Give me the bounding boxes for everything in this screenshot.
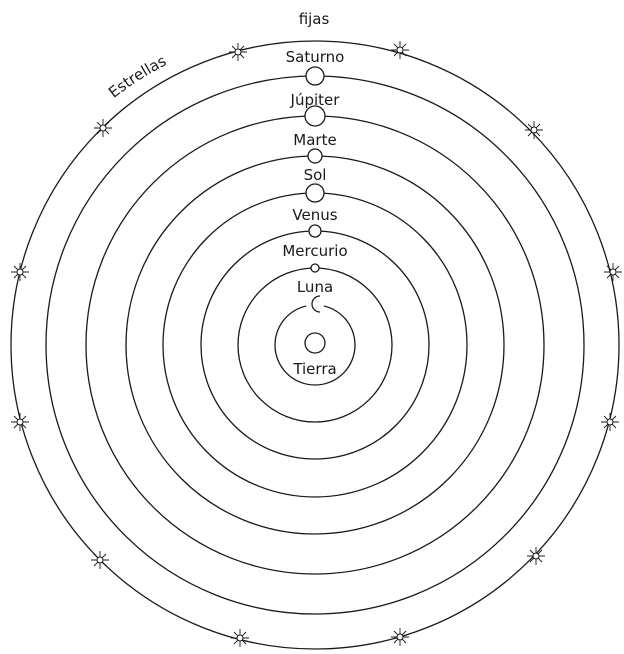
star-icon: [391, 41, 409, 59]
star-icon: [391, 628, 409, 646]
star-icon: [604, 263, 622, 281]
moon-crescent-icon: [306, 295, 324, 313]
body-label-marte: Marte: [293, 131, 336, 149]
planet-jupiter-icon: [304, 105, 326, 127]
body-label-sol: Sol: [304, 166, 327, 184]
star-icon: [525, 121, 543, 139]
fixed-stars: [11, 41, 622, 647]
star-icon: [601, 413, 619, 431]
body-label-venus: Venus: [292, 206, 337, 224]
star-icon: [91, 551, 109, 569]
body-label-mercurio: Mercurio: [282, 242, 347, 260]
bodies: Saturno Júpiter Marte Sol Venus Mercurio…: [282, 48, 347, 378]
orbit-fixed-stars: [10, 40, 620, 650]
star-icon: [229, 43, 247, 61]
planet-mercurio-icon: [310, 263, 320, 273]
fixed-stars-label-arc: Estrellas: [105, 52, 169, 102]
star-icon: [11, 413, 29, 431]
star-icon: [527, 547, 545, 565]
body-label-saturno: Saturno: [286, 48, 345, 66]
fixed-stars-label-arc-path: Estrellas: [105, 52, 169, 102]
star-icon: [231, 629, 249, 647]
planet-sol-icon: [305, 183, 325, 203]
body-label-tierra: Tierra: [292, 360, 336, 378]
planet-saturno-icon: [305, 66, 325, 86]
planet-venus-icon: [308, 224, 322, 238]
body-label-jupiter: Júpiter: [290, 91, 341, 109]
star-icon: [94, 119, 112, 137]
star-icon: [11, 263, 29, 281]
fixed-stars-label-top: fijas: [299, 10, 330, 28]
planet-marte-icon: [307, 148, 323, 164]
planet-tierra-icon: [304, 332, 326, 354]
body-label-luna: Luna: [297, 278, 333, 296]
